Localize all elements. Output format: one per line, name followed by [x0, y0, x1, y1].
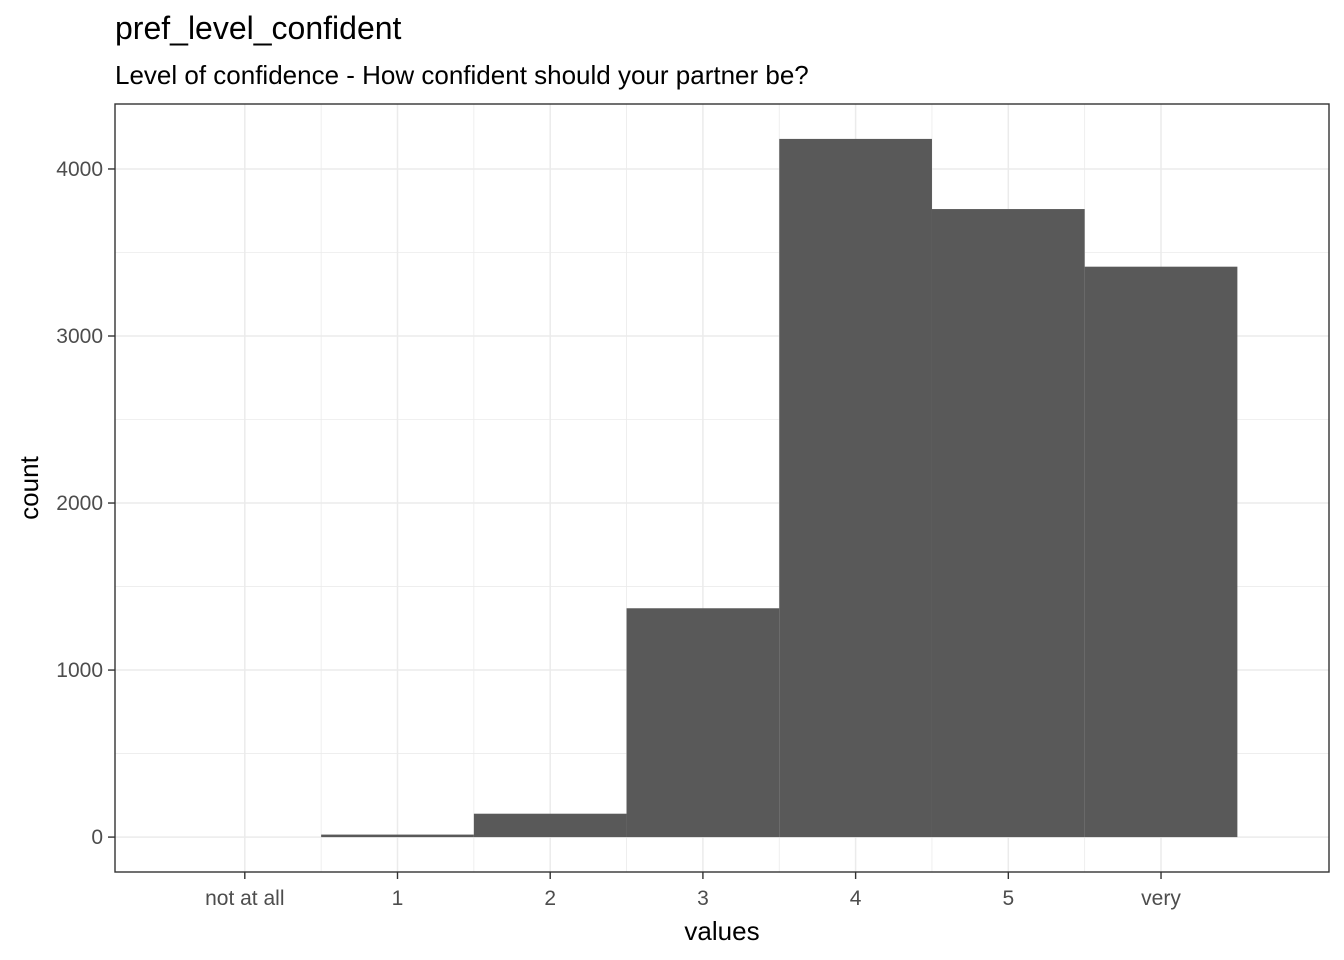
- histogram-bar-2: [626, 608, 780, 838]
- x-tick-label: 5: [1002, 887, 1014, 910]
- histogram-bar-3: [779, 138, 932, 838]
- x-tick-label: very: [1141, 887, 1181, 910]
- histogram-bar-0: [321, 834, 474, 838]
- y-tick-label: 0: [91, 826, 103, 849]
- x-tick-label: not at all: [205, 887, 284, 910]
- y-tick-label: 4000: [56, 158, 103, 181]
- x-axis-tick-labels: not at all 1 2 3 4 5 very: [205, 887, 1181, 910]
- x-tick-label: 1: [392, 887, 404, 910]
- x-tick-label: 3: [697, 887, 709, 910]
- panel-border: [114, 103, 1330, 873]
- x-tick-label: 2: [544, 887, 556, 910]
- y-tick-label: 1000: [56, 659, 103, 682]
- histogram-bar-1: [473, 813, 627, 838]
- chart-title: pref_level_confident: [115, 10, 402, 46]
- histogram-bars: [321, 138, 1238, 838]
- histogram-bar-4: [931, 209, 1085, 838]
- histogram-bar-5: [1084, 266, 1238, 838]
- y-tick-label: 3000: [56, 325, 103, 348]
- y-tick-label: 2000: [56, 492, 103, 515]
- chart-subtitle: Level of confidence - How confident shou…: [115, 60, 809, 90]
- y-axis-title: count: [14, 455, 44, 519]
- x-tick-label: 4: [850, 887, 862, 910]
- y-axis-tick-labels: 0 1000 2000 3000 4000: [56, 158, 103, 849]
- x-axis-title: values: [684, 916, 759, 946]
- axis-ticks: [108, 168, 1162, 879]
